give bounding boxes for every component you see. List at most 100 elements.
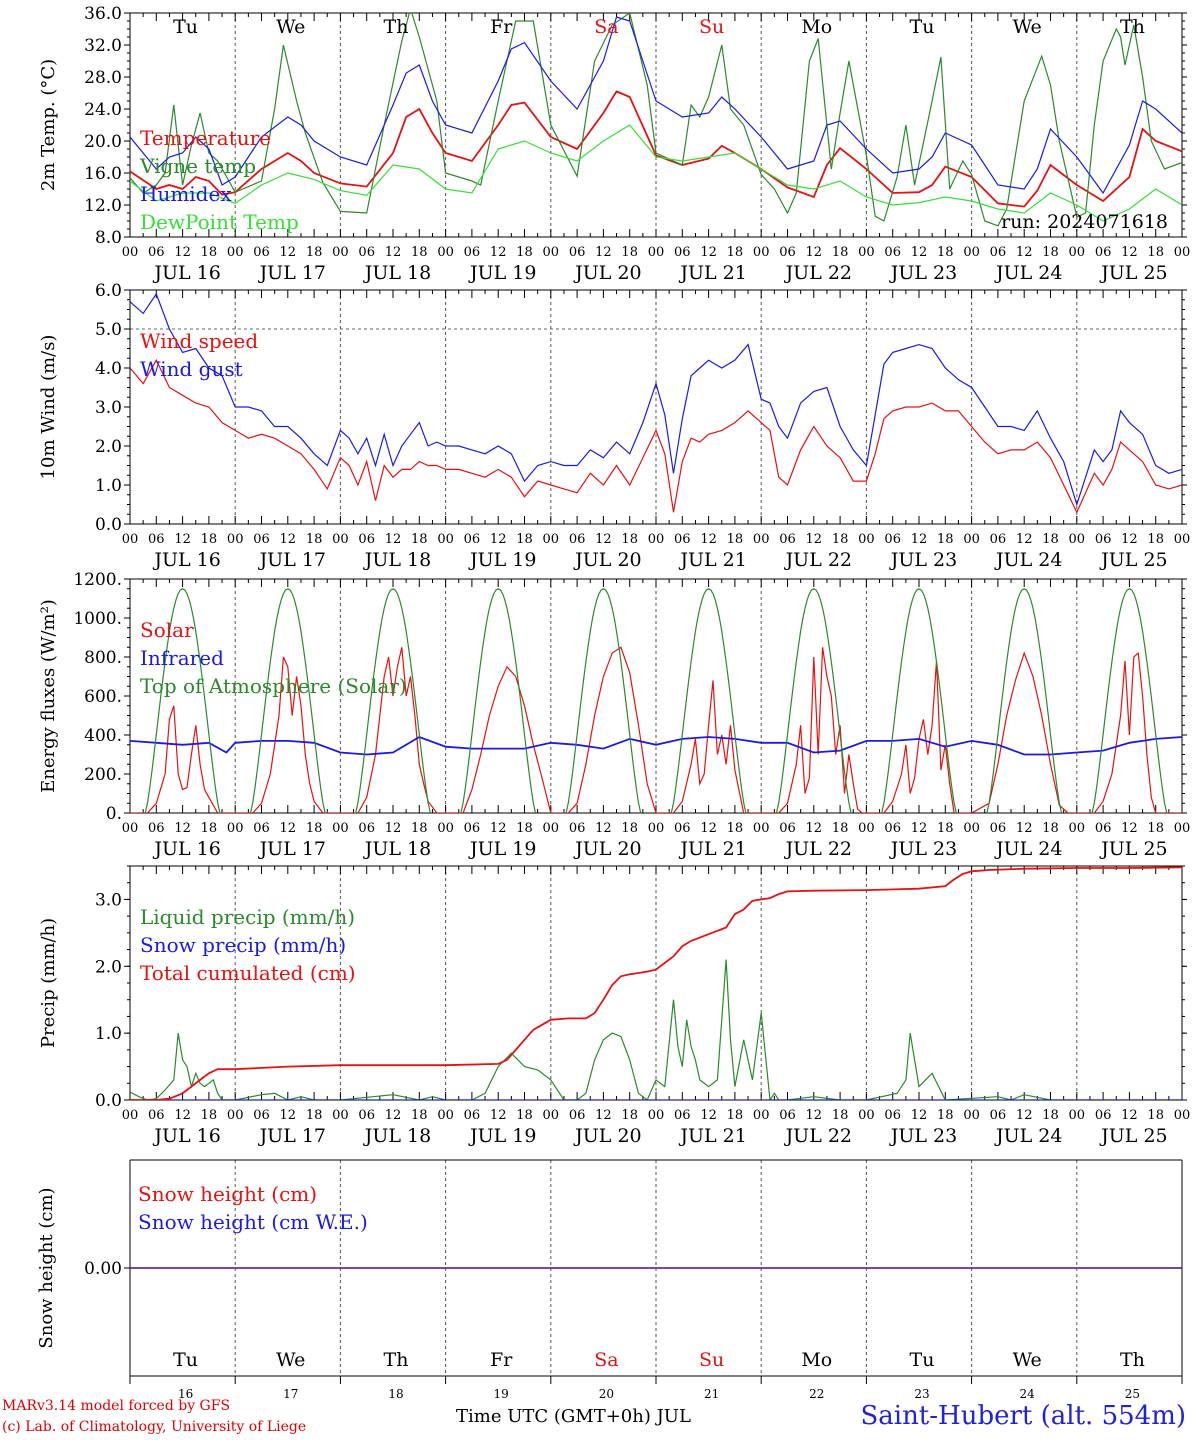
hour-label: 12 <box>280 532 297 547</box>
hour-label: 12 <box>700 1108 717 1123</box>
legend-entry: Snow height (cm W.E.) <box>138 1210 368 1234</box>
hour-label: 18 <box>621 532 638 547</box>
day-name-top: Su <box>699 16 724 38</box>
series-group <box>130 292 1182 514</box>
hour-label: 00 <box>227 532 244 547</box>
hour-label: 00 <box>543 1108 560 1123</box>
day-number: 23 <box>914 1387 929 1401</box>
date-label: JUL 18 <box>363 1125 431 1147</box>
hour-label: 18 <box>832 245 849 260</box>
hour-label: 06 <box>779 821 796 836</box>
y-tick-label: 1000. <box>73 609 122 629</box>
y-tick-label: 32.0 <box>84 36 122 56</box>
run-annotation: run: 2024071618 <box>1001 211 1168 233</box>
series-line-dewpoint-temp <box>130 124 1182 222</box>
hour-label: 00 <box>122 1108 139 1123</box>
day-name-bottom: Fr <box>490 1349 513 1371</box>
hour-label: 06 <box>253 532 270 547</box>
hour-label: 18 <box>306 245 323 260</box>
y-axis-label: 2m Temp. (°C) <box>38 59 59 191</box>
hour-label: 18 <box>516 532 533 547</box>
date-label: JUL 17 <box>258 1125 326 1147</box>
hour-label: 12 <box>1121 245 1138 260</box>
hour-label: 00 <box>332 821 349 836</box>
hour-label: 12 <box>595 1108 612 1123</box>
hour-label: 12 <box>595 245 612 260</box>
hour-label: 06 <box>148 1108 165 1123</box>
hour-label-end: 00 <box>1174 245 1191 260</box>
date-label: JUL 18 <box>363 262 431 284</box>
hour-label: 18 <box>516 1108 533 1123</box>
hour-label: 12 <box>280 245 297 260</box>
day-name-top: We <box>276 16 305 38</box>
hour-label: 00 <box>543 532 560 547</box>
hour-label: 06 <box>464 1108 481 1123</box>
date-label: JUL 18 <box>363 838 431 860</box>
hour-label: 06 <box>779 532 796 547</box>
station-name: Saint-Hubert (alt. 554m) <box>860 1401 1186 1431</box>
series-line-top-of-atmosphere-solar <box>670 588 747 813</box>
hour-label: 18 <box>516 245 533 260</box>
hour-label-end: 00 <box>1174 532 1191 547</box>
hour-label: 18 <box>411 532 428 547</box>
hour-label: 00 <box>963 245 980 260</box>
time-axis-label: Time UTC (GMT+0h) JUL <box>456 1406 691 1427</box>
hour-label: 06 <box>990 821 1007 836</box>
hour-label: 18 <box>727 821 744 836</box>
hour-label: 06 <box>1095 245 1112 260</box>
date-label: JUL 23 <box>889 838 957 860</box>
y-axis-label: Snow height (cm) <box>36 1187 57 1348</box>
hour-label: 00 <box>332 1108 349 1123</box>
date-label: JUL 21 <box>678 838 746 860</box>
y-tick-label: 800. <box>84 648 122 668</box>
hour-label: 00 <box>543 245 560 260</box>
hour-label: 18 <box>1042 821 1059 836</box>
hour-label: 18 <box>306 1108 323 1123</box>
date-label: JUL 24 <box>994 838 1062 860</box>
y-tick-label: 20.0 <box>84 132 122 152</box>
hour-label: 12 <box>174 532 191 547</box>
y-tick-label: 1.0 <box>95 476 122 496</box>
date-label: JUL 20 <box>573 262 641 284</box>
hour-label: 00 <box>648 245 665 260</box>
date-label: JUL 17 <box>258 549 326 571</box>
hour-label: 12 <box>806 532 823 547</box>
hour-label: 18 <box>727 245 744 260</box>
day-name-top: Mo <box>801 16 832 38</box>
hour-label: 00 <box>648 1108 665 1123</box>
hour-label: 06 <box>990 532 1007 547</box>
y-tick-label: 0.00 <box>84 1259 122 1279</box>
hour-label: 06 <box>569 821 586 836</box>
hour-label: 06 <box>358 821 375 836</box>
hour-label: 12 <box>806 1108 823 1123</box>
y-tick-label: 8.0 <box>95 228 122 248</box>
y-tick-label: 24.0 <box>84 100 122 120</box>
hour-label-end: 00 <box>1174 821 1191 836</box>
hour-label: 06 <box>674 245 691 260</box>
hour-label: 06 <box>569 532 586 547</box>
day-name-top: Th <box>384 16 409 38</box>
hour-label: 12 <box>385 245 402 260</box>
legend-entry: Total cumulated (cm) <box>140 961 356 985</box>
day-name-top: Th <box>1120 16 1145 38</box>
hour-label: 12 <box>806 821 823 836</box>
hour-label: 18 <box>1147 1108 1164 1123</box>
y-tick-label: 12.0 <box>84 196 122 216</box>
series-line-humidex <box>130 16 1182 195</box>
hour-label: 06 <box>253 821 270 836</box>
series-line-vigne-temp <box>130 13 1182 227</box>
day-name-bottom: Tu <box>173 1349 198 1371</box>
hour-label: 06 <box>1095 821 1112 836</box>
date-label: JUL 19 <box>468 838 536 860</box>
hour-label-end: 00 <box>1174 1108 1191 1123</box>
y-tick-label: 2.0 <box>95 957 122 977</box>
series-line-temperature <box>130 90 1182 208</box>
hour-label: 12 <box>700 821 717 836</box>
y-tick-label: 1.0 <box>95 1024 122 1044</box>
hour-label: 00 <box>227 1108 244 1123</box>
hour-label: 00 <box>858 1108 875 1123</box>
hour-label: 06 <box>779 245 796 260</box>
hour-label: 12 <box>280 821 297 836</box>
hour-label: 18 <box>621 821 638 836</box>
